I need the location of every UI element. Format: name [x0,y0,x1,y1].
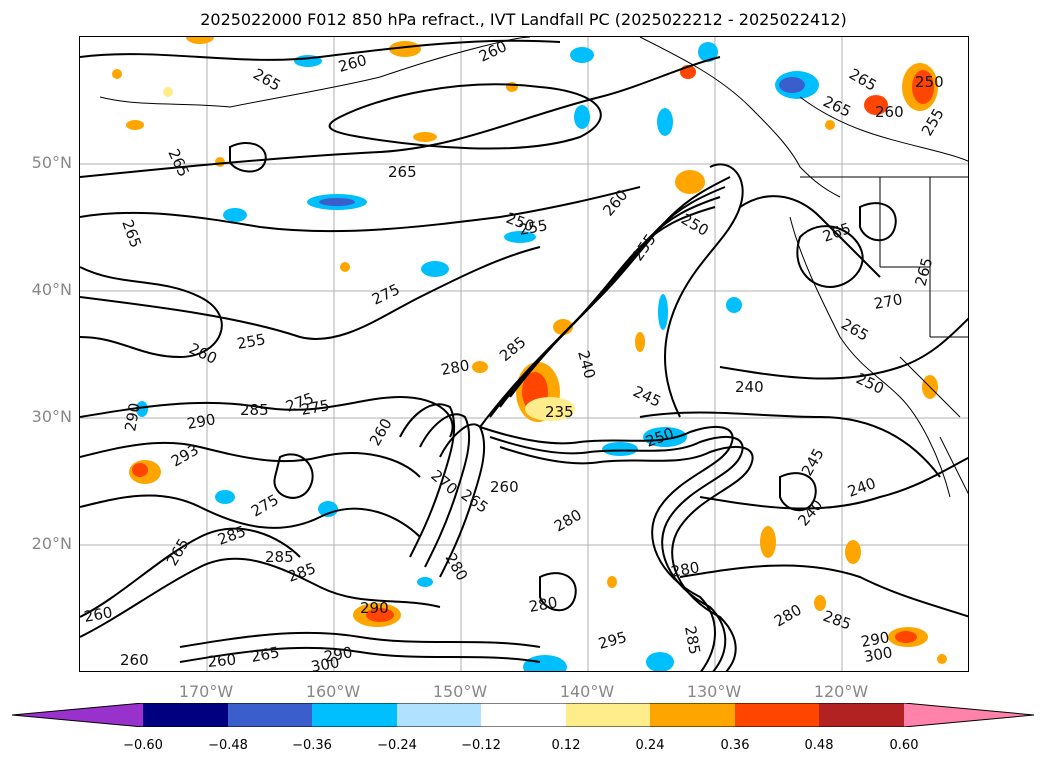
lon-label-170w: 170°W [178,682,234,701]
colorbar-segment [819,703,904,727]
contour-label: 240 [845,474,878,501]
contour-label: 250 [678,210,712,240]
contour-label: 265 [388,163,417,181]
contour-label: 275 [248,491,282,521]
contour-label: 265 [118,217,145,250]
contour-label: 265 [250,643,281,666]
contour-label: 260 [207,651,237,671]
colorbar-tick: 0.60 [889,738,919,753]
colorbar-segment [228,703,312,727]
contour-label: 265 [163,535,193,569]
contour-label: 250 [915,73,944,91]
colorbar-segment [904,703,1034,727]
colorbar-tick: −0.36 [292,738,332,753]
lon-label-140w: 140°W [559,682,615,701]
colorbar-segment [650,703,735,727]
contour-label: 265 [846,65,880,95]
refractivity-contours [80,39,968,671]
contour-label: 240 [735,378,764,396]
contour-label: 250 [853,369,887,397]
contour-label: 255 [236,330,267,353]
contour-label: 265 [250,65,284,95]
contour-label: 280 [771,601,805,631]
colorbar-tick: 0.24 [635,738,665,753]
contour-label: 245 [630,382,664,410]
contour-label: 275 [369,280,403,308]
contour-label: 300 [310,653,341,672]
contour-label: 293 [168,441,202,471]
map-title: 2025022000 F012 850 hPa refract., IVT La… [200,10,847,29]
contour-label: 260 [366,415,396,449]
colorbar-segment [735,703,819,727]
colorbar-segment [143,703,228,727]
contour-label: 290 [121,401,144,432]
colorbar-segment [397,703,481,727]
contour-label: 280 [551,506,585,536]
contour-label: 290 [360,599,389,617]
contour-label: 240 [574,348,599,380]
contour-label: 260 [120,651,149,669]
contour-label: 265 [458,486,492,517]
colorbar-tick: 0.12 [551,738,581,753]
colorbar-segment [566,703,650,727]
lon-label-130w: 130°W [686,682,742,701]
contour-label: 250 [643,424,676,451]
colorbar-segment [481,703,566,727]
colorbar [12,703,1035,727]
lat-label-20n: 20°N [31,534,72,553]
contour-label: 260 [490,478,519,496]
colorbar-tick: −0.60 [123,738,163,753]
contour-label: 240 [794,496,826,530]
contour-labels: 265 260 260 265 265 265 265 265 250 260 … [83,37,948,672]
contour-label: 265 [911,256,936,288]
contour-label: 265 [164,146,192,180]
contour-label: 255 [518,216,549,239]
colorbar-segment [12,703,143,727]
contour-label: 265 [838,315,872,345]
contour-label: 275 [300,396,331,419]
contour-label: 295 [596,628,628,653]
lon-label-150w: 150°W [432,682,488,701]
coastlines [99,37,968,498]
contour-label: 270 [873,290,904,313]
contour-map: 265 260 260 265 265 265 265 265 250 260 … [80,37,968,672]
contour-label: 290 [860,628,891,651]
contour-label: 290 [186,410,217,433]
contour-label: 280 [528,593,559,616]
contour-label: 300 [863,643,894,666]
anomaly-fills [112,37,947,671]
colorbar-tick: −0.12 [461,738,501,753]
contour-label: 265 [820,92,854,120]
colorbar-tick: −0.24 [377,738,417,753]
colorbar-segment [312,703,397,727]
map-plot-area: 265 260 260 265 265 265 265 265 250 260 … [79,36,969,672]
lon-label-120w: 120°W [813,682,869,701]
contour-label: 280 [670,558,701,581]
contour-label: 285 [496,333,530,365]
contour-label: 290 [323,643,354,666]
contour-label: 285 [265,548,294,566]
graticule [80,37,968,671]
colorbar-tick: −0.48 [208,738,248,753]
contour-label: 260 [83,603,114,626]
lat-label-40n: 40°N [31,280,72,299]
colorbar-tick: 0.36 [720,738,750,753]
contour-label: 285 [240,401,269,419]
contour-label: 285 [681,625,704,656]
lon-label-160w: 160°W [305,682,361,701]
contour-label: 235 [545,403,574,421]
contour-label: 260 [875,103,904,121]
lat-label-30n: 30°N [31,407,72,426]
colorbar-tick: 0.48 [804,738,834,753]
lat-label-50n: 50°N [31,153,72,172]
contour-label: 285 [821,607,854,634]
contour-label: 280 [440,356,471,379]
